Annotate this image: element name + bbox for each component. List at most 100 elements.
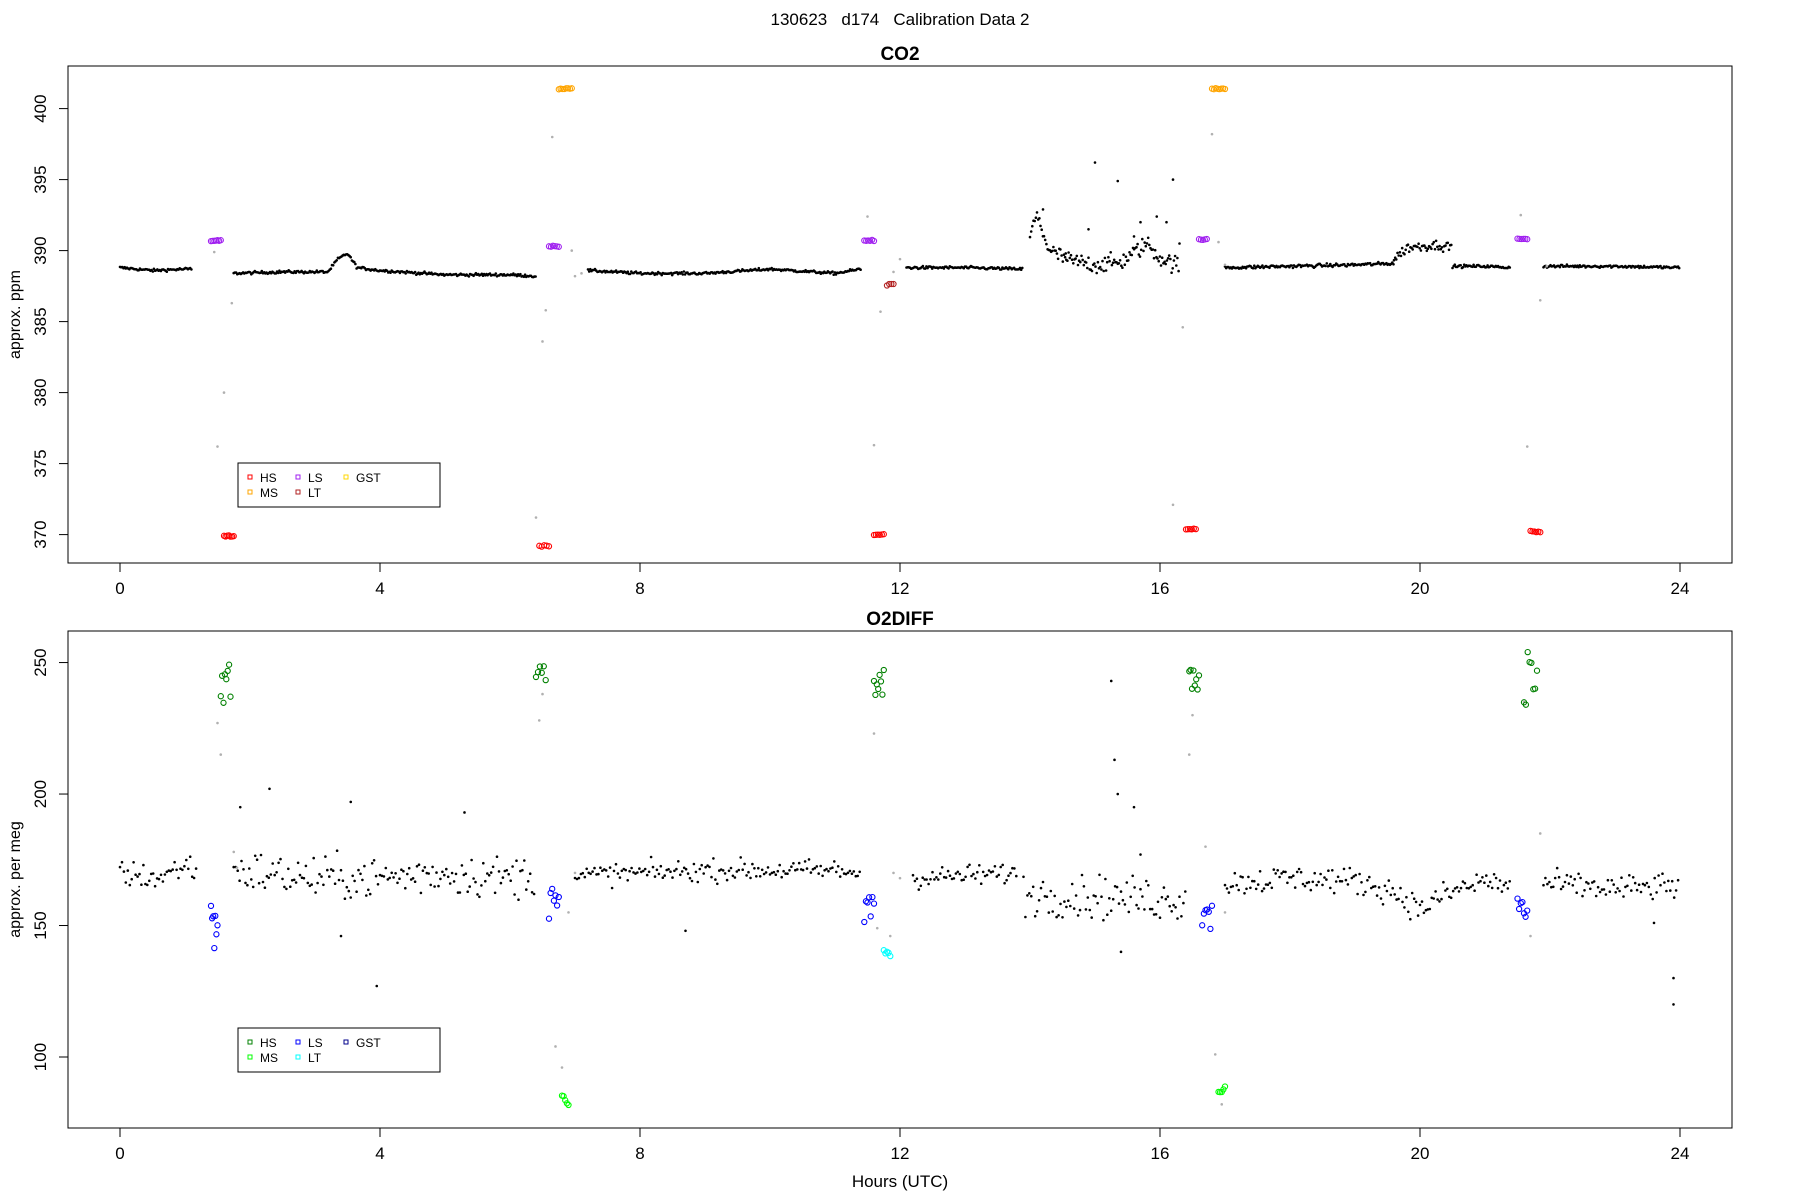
ambient-point: [343, 897, 347, 900]
ambient-point: [1371, 885, 1375, 888]
ambient-point: [1124, 255, 1128, 258]
calibration-point-lt: [885, 949, 892, 956]
ambient-point: [347, 889, 351, 893]
calibration-point-ls: [865, 894, 873, 901]
transition-point: [1545, 264, 1549, 268]
ambient-point: [1079, 260, 1082, 264]
ambient-point: [351, 874, 355, 878]
ambient-point: [427, 872, 431, 875]
ambient-point: [1034, 216, 1038, 219]
ambient-point: [1589, 887, 1592, 891]
ambient-point: [1292, 874, 1295, 877]
y-axis-label: approx. ppm: [7, 270, 24, 359]
ambient-point: [1624, 885, 1627, 889]
ambient-point: [1239, 875, 1242, 878]
outlier-point: [1178, 242, 1181, 245]
ambient-point: [1564, 265, 1567, 268]
ambient-point: [1223, 883, 1227, 887]
ambient-point: [1508, 880, 1511, 883]
ambient-point: [939, 872, 942, 875]
outlier-point: [1113, 758, 1116, 762]
calibration-point-hs: [1522, 701, 1530, 708]
ambient-point: [1264, 883, 1268, 886]
ambient-point: [807, 858, 811, 861]
transition-point: [235, 866, 239, 869]
ambient-point: [1602, 888, 1606, 891]
ambient-point: [468, 885, 472, 888]
ambient-point: [1094, 265, 1097, 268]
calibration-point-hs: [217, 693, 224, 700]
ambient-point: [1131, 874, 1134, 878]
ambient-point: [745, 874, 748, 877]
ambient-point: [671, 876, 674, 879]
ambient-point: [858, 870, 861, 874]
ambient-point: [257, 881, 261, 885]
ambient-point: [404, 272, 408, 275]
ambient-point: [923, 878, 926, 881]
ambient-point: [522, 275, 526, 279]
y-tick-label: 395: [31, 165, 50, 193]
ambient-point: [1137, 907, 1140, 910]
ambient-point: [1080, 873, 1084, 877]
ambient-point: [1479, 879, 1482, 883]
outlier-point: [238, 805, 242, 809]
ambient-point: [1423, 244, 1426, 247]
ambient-point: [614, 862, 618, 866]
ambient-point: [1160, 256, 1164, 259]
ambient-point: [979, 882, 983, 885]
ambient-point: [511, 865, 514, 868]
ambient-point: [1262, 887, 1266, 890]
ambient-point: [1407, 910, 1410, 914]
transition-point: [541, 340, 544, 343]
ambient-point: [587, 270, 591, 273]
ambient-point: [731, 874, 735, 878]
ambient-point: [581, 871, 585, 875]
ambient-point: [188, 855, 192, 858]
ambient-point: [585, 867, 588, 871]
ambient-point: [248, 867, 251, 870]
ambient-point: [1268, 881, 1272, 885]
ambient-point: [120, 860, 124, 864]
calibration-point-ls: [549, 885, 556, 893]
x-tick-label: 8: [635, 1144, 644, 1163]
ambient-point: [407, 866, 411, 870]
ambient-point: [848, 869, 852, 873]
ambient-point: [817, 872, 820, 875]
ambient-point: [1072, 262, 1075, 265]
ambient-point: [1410, 891, 1414, 895]
ambient-point: [1616, 887, 1619, 890]
ambient-point: [1096, 260, 1100, 264]
ambient-point: [306, 881, 310, 885]
ambient-point: [1122, 253, 1125, 256]
y-tick-label: 380: [31, 378, 50, 406]
ambient-point: [1184, 890, 1187, 893]
ambient-point: [1504, 881, 1508, 884]
calibration-point-ls: [1524, 236, 1531, 243]
outlier-point: [1165, 220, 1168, 224]
legend-swatch: [295, 1054, 301, 1060]
calibration-point-ls: [553, 902, 561, 909]
ambient-point: [1090, 916, 1093, 919]
calibration-point-ls: [550, 897, 558, 904]
ambient-point: [1146, 236, 1150, 240]
ambient-point: [1133, 886, 1136, 889]
calibration-point-hs: [1524, 648, 1531, 656]
ambient-point: [259, 853, 263, 857]
ambient-point: [232, 865, 235, 869]
ambient-point: [655, 272, 659, 276]
ambient-point: [1672, 896, 1676, 899]
ambient-point: [1481, 876, 1484, 879]
ambient-point: [255, 858, 259, 861]
ambient-point: [758, 875, 762, 878]
ambient-point: [406, 872, 409, 876]
ambient-point: [1381, 903, 1385, 906]
ambient-point: [341, 879, 345, 882]
ambient-point: [1396, 251, 1399, 255]
ambient-point: [1087, 256, 1090, 259]
ambient-point: [192, 876, 196, 880]
calibration-point-hs: [1184, 526, 1192, 533]
transition-point: [1529, 934, 1532, 938]
ambient-point: [392, 876, 395, 879]
transition-point: [580, 272, 583, 275]
calibration-point-ls: [861, 918, 868, 926]
